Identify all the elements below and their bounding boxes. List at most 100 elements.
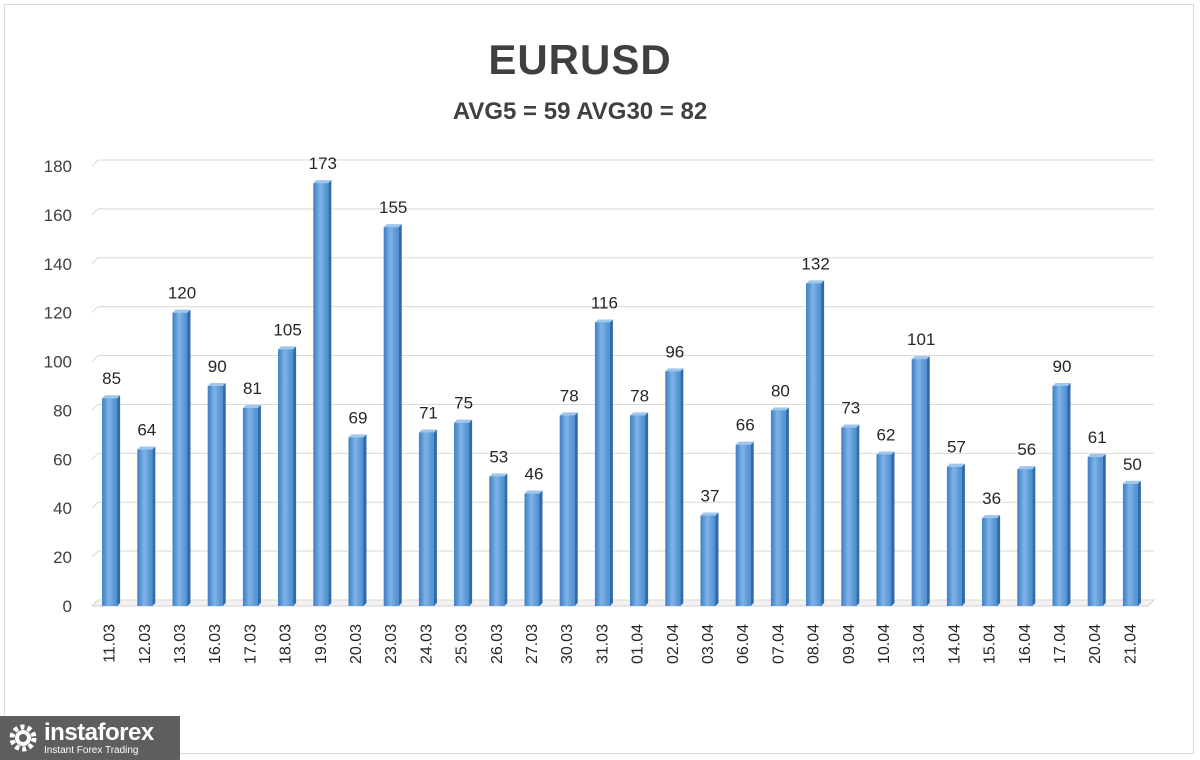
bar-front bbox=[1052, 386, 1068, 606]
bar-value-label: 80 bbox=[771, 381, 790, 400]
grid-line-diag bbox=[91, 159, 99, 167]
y-tick-label: 80 bbox=[53, 401, 72, 420]
bar-side bbox=[1137, 480, 1141, 606]
bar-front bbox=[806, 283, 822, 606]
bar bbox=[594, 319, 613, 606]
bar-front bbox=[982, 518, 998, 606]
x-tick-label: 03.04 bbox=[700, 624, 717, 664]
bar-front bbox=[102, 398, 118, 606]
bar-value-label: 62 bbox=[877, 425, 896, 444]
y-tick-label: 40 bbox=[53, 499, 72, 518]
bar bbox=[524, 490, 543, 606]
bar-side bbox=[574, 412, 578, 606]
bar-side bbox=[891, 451, 895, 606]
bar-top bbox=[489, 473, 508, 477]
bar-value-label: 155 bbox=[379, 198, 407, 217]
bar-side bbox=[222, 383, 226, 606]
bar-top bbox=[735, 441, 754, 445]
bar bbox=[172, 309, 191, 606]
bar-top bbox=[524, 490, 543, 494]
bar-front bbox=[489, 476, 505, 606]
bar-top bbox=[348, 434, 367, 438]
bar bbox=[806, 280, 825, 606]
x-tick-label: 15.04 bbox=[982, 624, 999, 664]
bar bbox=[982, 515, 1001, 606]
bar-value-label: 173 bbox=[309, 154, 337, 173]
bar-front bbox=[454, 422, 470, 606]
bar bbox=[1052, 383, 1071, 606]
x-tick-label: 13.04 bbox=[911, 624, 928, 664]
bar-value-label: 37 bbox=[701, 487, 720, 506]
x-tick-label: 11.03 bbox=[102, 624, 119, 663]
x-tick-label: 18.03 bbox=[278, 624, 295, 664]
bar-side bbox=[293, 346, 297, 606]
bar-side bbox=[433, 429, 437, 606]
y-tick-label: 140 bbox=[44, 255, 72, 274]
bar bbox=[278, 346, 297, 606]
bar-side bbox=[1102, 453, 1106, 606]
bar bbox=[1087, 453, 1106, 606]
bar-side bbox=[504, 473, 508, 606]
grid-line-diag bbox=[91, 452, 99, 460]
bar-top bbox=[806, 280, 825, 284]
bar-front bbox=[700, 515, 716, 606]
x-tick-label: 06.04 bbox=[735, 624, 752, 664]
gear-logo-icon bbox=[9, 724, 37, 752]
x-tick-label: 20.03 bbox=[348, 624, 365, 664]
bar bbox=[454, 419, 473, 606]
bar-top bbox=[454, 419, 473, 423]
bar-top bbox=[1087, 453, 1106, 457]
bar-value-label: 36 bbox=[982, 489, 1001, 508]
bar bbox=[735, 441, 754, 606]
bar-top bbox=[137, 446, 156, 450]
y-tick-label: 120 bbox=[44, 304, 72, 323]
bar-side bbox=[609, 319, 613, 606]
x-tick-label: 26.03 bbox=[489, 624, 506, 664]
bar-front bbox=[524, 493, 540, 606]
bar-value-label: 78 bbox=[630, 386, 649, 405]
x-tick-label: 02.04 bbox=[665, 624, 682, 664]
bar-front bbox=[1087, 456, 1103, 606]
bar-value-label: 116 bbox=[591, 293, 618, 312]
bar bbox=[207, 383, 226, 606]
bar bbox=[700, 512, 719, 606]
bar-front bbox=[770, 410, 786, 606]
bar-value-label: 50 bbox=[1123, 455, 1142, 474]
bar-front bbox=[1122, 483, 1138, 606]
bar-value-label: 71 bbox=[419, 403, 438, 422]
grid-line-diag bbox=[91, 257, 99, 265]
bar bbox=[383, 224, 402, 606]
bar-value-label: 85 bbox=[102, 369, 121, 388]
bar-top bbox=[242, 405, 261, 408]
bar-top bbox=[207, 383, 226, 386]
bar bbox=[770, 407, 789, 606]
logo-tagline: Instant Forex Trading bbox=[44, 744, 139, 756]
bar-front bbox=[911, 359, 927, 606]
bar-value-label: 69 bbox=[349, 408, 368, 427]
bar-side bbox=[856, 424, 860, 606]
bar-top bbox=[1052, 383, 1071, 386]
x-tick-label: 12.03 bbox=[137, 624, 154, 664]
bar-top bbox=[559, 412, 578, 416]
bar-side bbox=[187, 309, 191, 606]
bar-front bbox=[946, 466, 962, 606]
bar-side bbox=[363, 434, 367, 606]
bar bbox=[559, 412, 578, 606]
bar-value-label: 53 bbox=[489, 447, 508, 466]
grid-line-diag bbox=[91, 501, 99, 509]
bar-side bbox=[645, 412, 649, 606]
chart-subtitle: AVG5 = 59 AVG30 = 82 bbox=[452, 98, 708, 125]
x-tick-label: 23.03 bbox=[383, 624, 400, 664]
bar-top bbox=[278, 346, 297, 350]
bar bbox=[1122, 480, 1141, 606]
bars bbox=[102, 180, 1141, 606]
bar-value-label: 81 bbox=[243, 379, 262, 398]
x-tick-label: 07.04 bbox=[770, 624, 787, 664]
bar-front bbox=[559, 415, 575, 606]
bar-side bbox=[785, 407, 789, 606]
bar-top bbox=[1122, 480, 1141, 484]
bar-value-label: 120 bbox=[168, 284, 196, 303]
bar-top bbox=[665, 368, 684, 372]
bar-front bbox=[137, 449, 153, 606]
x-tick-label: 16.03 bbox=[207, 624, 224, 664]
